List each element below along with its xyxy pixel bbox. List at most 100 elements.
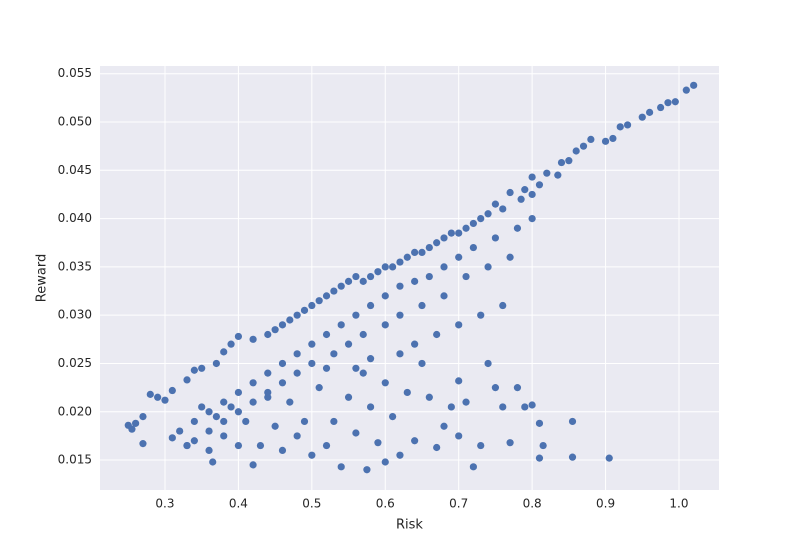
- point: [605, 454, 613, 462]
- point: [565, 157, 573, 165]
- y-tick-label: 0.050: [58, 115, 92, 129]
- point: [337, 463, 345, 471]
- point: [543, 169, 551, 177]
- point: [557, 158, 566, 167]
- point: [491, 384, 500, 392]
- point: [132, 419, 140, 427]
- point: [374, 439, 382, 447]
- point: [396, 311, 404, 319]
- point: [447, 403, 455, 411]
- point: [411, 277, 419, 285]
- point: [381, 458, 389, 466]
- point: [535, 181, 544, 189]
- point: [308, 301, 316, 310]
- point: [601, 137, 610, 145]
- point: [330, 350, 338, 358]
- point: [168, 434, 176, 442]
- point: [455, 253, 463, 261]
- point: [278, 379, 287, 387]
- point: [425, 243, 433, 252]
- point: [359, 330, 367, 339]
- point: [337, 321, 345, 329]
- point: [469, 219, 477, 228]
- point: [411, 340, 419, 348]
- point: [682, 86, 690, 94]
- point: [154, 393, 162, 401]
- point: [344, 340, 353, 348]
- point: [352, 429, 360, 437]
- point: [352, 311, 360, 319]
- point: [535, 454, 544, 462]
- point: [308, 340, 316, 348]
- point: [209, 458, 217, 466]
- point: [396, 258, 404, 266]
- point: [623, 121, 632, 129]
- point: [455, 229, 463, 237]
- point: [462, 398, 470, 406]
- point: [433, 239, 441, 247]
- x-tick-label: 0.9: [596, 497, 615, 511]
- point: [308, 451, 316, 459]
- point: [389, 263, 397, 271]
- point: [271, 326, 279, 334]
- y-tick-label: 0.025: [58, 356, 92, 370]
- point: [300, 417, 309, 426]
- point: [411, 248, 419, 257]
- point: [293, 350, 301, 358]
- point: [227, 340, 235, 348]
- point: [271, 422, 279, 430]
- point: [425, 272, 433, 281]
- point: [198, 364, 206, 372]
- point: [411, 437, 419, 445]
- point: [664, 99, 672, 107]
- point: [440, 292, 448, 300]
- point: [381, 379, 389, 387]
- point: [344, 393, 353, 401]
- point: [249, 379, 257, 387]
- y-tick-label: 0.020: [58, 404, 92, 418]
- point: [418, 301, 426, 310]
- point: [477, 311, 485, 319]
- point: [418, 359, 426, 368]
- point: [403, 388, 411, 397]
- point: [139, 412, 147, 421]
- point: [418, 248, 426, 257]
- point: [293, 311, 301, 319]
- point: [528, 215, 536, 223]
- point: [440, 234, 448, 242]
- point: [352, 364, 360, 372]
- point: [425, 393, 433, 401]
- point: [389, 412, 397, 421]
- point: [638, 113, 646, 121]
- point: [462, 272, 470, 281]
- point: [572, 147, 580, 155]
- y-axis-label: Reward: [35, 254, 50, 302]
- point: [671, 98, 679, 106]
- point: [359, 277, 367, 285]
- point: [381, 263, 389, 271]
- point: [344, 277, 353, 285]
- y-tick-label: 0.045: [58, 163, 92, 177]
- point: [587, 135, 595, 144]
- point: [183, 376, 191, 384]
- point: [359, 369, 367, 377]
- point: [249, 335, 257, 343]
- point: [183, 441, 191, 450]
- point: [146, 390, 154, 398]
- point: [293, 369, 301, 377]
- x-axis-label: Risk: [396, 518, 423, 533]
- point: [220, 417, 228, 426]
- x-tick-label: 0.7: [449, 497, 468, 511]
- point: [499, 205, 507, 213]
- point: [484, 263, 492, 271]
- point: [190, 437, 198, 445]
- point: [462, 224, 470, 232]
- point: [440, 263, 448, 271]
- point: [433, 443, 441, 452]
- point: [506, 253, 514, 261]
- point: [337, 282, 345, 290]
- point: [521, 403, 529, 411]
- point: [242, 417, 250, 426]
- plot-area: [100, 66, 719, 490]
